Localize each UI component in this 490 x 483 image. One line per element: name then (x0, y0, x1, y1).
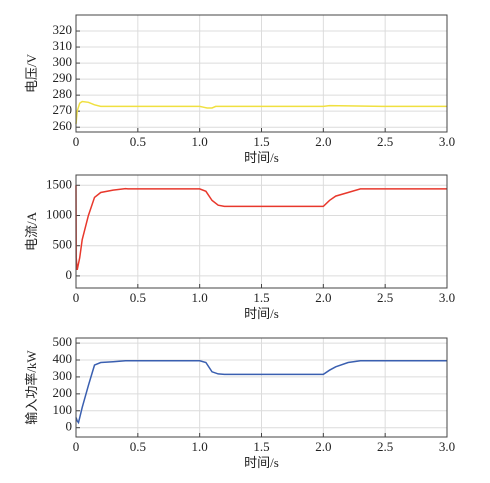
x-tick-label: 2.5 (377, 290, 393, 305)
x-tick-label: 2.5 (377, 134, 393, 149)
y-tick-label: 400 (53, 351, 73, 366)
y-axis-label: 电流/A (24, 211, 39, 251)
y-tick-label: 500 (53, 334, 73, 349)
y-tick-label: 1000 (46, 206, 72, 221)
x-tick-label: 1.0 (192, 134, 208, 149)
x-tick-label: 2.0 (315, 134, 331, 149)
plot-frame (75, 14, 448, 133)
y-tick-label: 280 (53, 86, 73, 101)
y-tick-label: 1500 (46, 176, 72, 191)
line-series (75, 185, 447, 271)
x-axis-label: 时间/s (244, 306, 279, 321)
y-tick-label: 300 (53, 54, 73, 69)
x-tick-label: 3.0 (439, 290, 455, 305)
x-tick-label: 2.0 (315, 439, 331, 454)
x-tick-label: 0 (73, 439, 80, 454)
y-tick-label: 0 (66, 267, 73, 282)
x-tick-label: 3.0 (439, 134, 455, 149)
x-tick-label: 2.0 (315, 290, 331, 305)
line-series (75, 360, 447, 425)
x-tick-label: 0 (73, 290, 80, 305)
y-tick-label: 310 (53, 38, 73, 53)
x-tick-label: 1.5 (253, 439, 269, 454)
x-tick-label: 2.5 (377, 439, 393, 454)
x-tick-label: 1.5 (253, 134, 269, 149)
y-axis-label: 电压/V (24, 53, 39, 93)
x-axis-label: 时间/s (244, 150, 279, 165)
y-tick-label: 200 (53, 385, 73, 400)
plot-frame (75, 174, 448, 289)
y-tick-label: 0 (66, 419, 73, 434)
x-axis-label: 时间/s (244, 455, 279, 470)
y-axis-label: 输入功率/kW (24, 350, 39, 425)
y-tick-label: 500 (53, 237, 73, 252)
x-tick-label: 0.5 (130, 290, 146, 305)
x-tick-label: 0.5 (130, 439, 146, 454)
x-tick-label: 1.0 (192, 290, 208, 305)
y-tick-label: 270 (53, 102, 73, 117)
x-tick-label: 1.5 (253, 290, 269, 305)
y-tick-label: 290 (53, 70, 73, 85)
x-tick-label: 3.0 (439, 439, 455, 454)
y-tick-label: 300 (53, 368, 73, 383)
plot-frame (75, 337, 448, 438)
x-tick-label: 0.5 (130, 134, 146, 149)
x-tick-label: 0 (73, 134, 80, 149)
x-tick-label: 1.0 (192, 439, 208, 454)
y-tick-label: 320 (53, 22, 73, 37)
y-tick-label: 100 (53, 402, 73, 417)
y-tick-label: 260 (53, 118, 73, 133)
line-series (75, 100, 447, 125)
